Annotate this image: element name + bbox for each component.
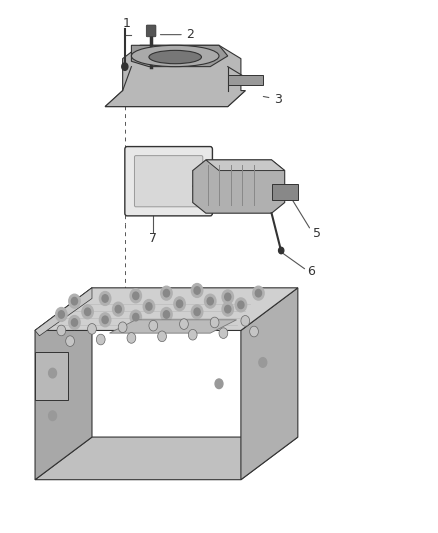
Circle shape <box>161 286 172 300</box>
Text: 3: 3 <box>274 93 282 106</box>
Polygon shape <box>110 320 237 333</box>
Circle shape <box>99 292 111 305</box>
Circle shape <box>205 294 216 308</box>
Circle shape <box>235 298 247 312</box>
Circle shape <box>238 301 244 309</box>
FancyBboxPatch shape <box>146 25 156 37</box>
Circle shape <box>71 319 78 326</box>
Polygon shape <box>35 437 298 480</box>
Polygon shape <box>241 288 298 480</box>
Circle shape <box>188 329 197 340</box>
Circle shape <box>99 313 111 327</box>
Polygon shape <box>228 75 263 85</box>
Text: 5: 5 <box>313 227 321 240</box>
Circle shape <box>96 334 105 345</box>
Circle shape <box>49 368 57 378</box>
Circle shape <box>161 308 172 321</box>
Circle shape <box>222 290 233 304</box>
Text: 1: 1 <box>123 18 131 30</box>
Circle shape <box>255 289 261 297</box>
Circle shape <box>191 305 203 319</box>
Circle shape <box>56 308 67 321</box>
Polygon shape <box>35 288 92 336</box>
Circle shape <box>69 294 80 308</box>
Polygon shape <box>206 160 285 171</box>
Circle shape <box>163 289 170 297</box>
Circle shape <box>71 297 78 305</box>
Circle shape <box>58 311 64 318</box>
Ellipse shape <box>149 50 201 64</box>
FancyBboxPatch shape <box>125 147 212 216</box>
Circle shape <box>88 324 96 334</box>
Circle shape <box>222 302 233 316</box>
Text: 7: 7 <box>149 232 157 245</box>
Circle shape <box>127 333 136 343</box>
Circle shape <box>194 287 200 294</box>
Circle shape <box>143 300 155 313</box>
Circle shape <box>149 320 158 331</box>
Circle shape <box>241 316 250 326</box>
Circle shape <box>130 310 141 324</box>
Polygon shape <box>35 288 298 330</box>
Text: 2: 2 <box>187 28 194 41</box>
Circle shape <box>259 358 267 367</box>
Circle shape <box>250 326 258 337</box>
Circle shape <box>180 319 188 329</box>
Polygon shape <box>35 352 68 400</box>
Polygon shape <box>105 91 245 107</box>
Circle shape <box>69 316 80 329</box>
Circle shape <box>130 289 141 303</box>
Circle shape <box>279 247 284 254</box>
Circle shape <box>191 284 203 297</box>
Circle shape <box>177 300 183 308</box>
Circle shape <box>113 302 124 316</box>
Circle shape <box>57 325 66 336</box>
Circle shape <box>219 328 228 338</box>
Circle shape <box>163 311 170 318</box>
Circle shape <box>207 297 213 305</box>
Circle shape <box>133 292 139 300</box>
Circle shape <box>225 305 231 313</box>
Text: 4: 4 <box>279 187 286 200</box>
Circle shape <box>225 293 231 301</box>
Circle shape <box>194 308 200 316</box>
Circle shape <box>102 295 108 302</box>
Circle shape <box>210 317 219 328</box>
Ellipse shape <box>131 45 219 67</box>
Text: 6: 6 <box>307 265 315 278</box>
Circle shape <box>49 411 57 421</box>
Circle shape <box>174 297 185 311</box>
Polygon shape <box>35 288 92 480</box>
Circle shape <box>253 286 264 300</box>
Circle shape <box>146 303 152 310</box>
Circle shape <box>66 336 74 346</box>
Circle shape <box>118 322 127 333</box>
Circle shape <box>85 308 91 316</box>
Polygon shape <box>131 45 228 67</box>
Circle shape <box>115 305 121 313</box>
Polygon shape <box>272 184 298 200</box>
Circle shape <box>82 305 93 319</box>
Circle shape <box>133 313 139 321</box>
Polygon shape <box>193 160 285 213</box>
Ellipse shape <box>193 183 223 195</box>
Circle shape <box>215 379 223 389</box>
Polygon shape <box>105 45 245 107</box>
Circle shape <box>102 316 108 324</box>
FancyBboxPatch shape <box>134 156 203 207</box>
Circle shape <box>158 331 166 342</box>
Circle shape <box>122 63 128 70</box>
